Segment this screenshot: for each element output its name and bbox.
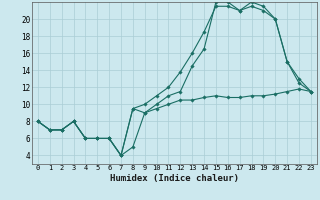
X-axis label: Humidex (Indice chaleur): Humidex (Indice chaleur)	[110, 174, 239, 183]
